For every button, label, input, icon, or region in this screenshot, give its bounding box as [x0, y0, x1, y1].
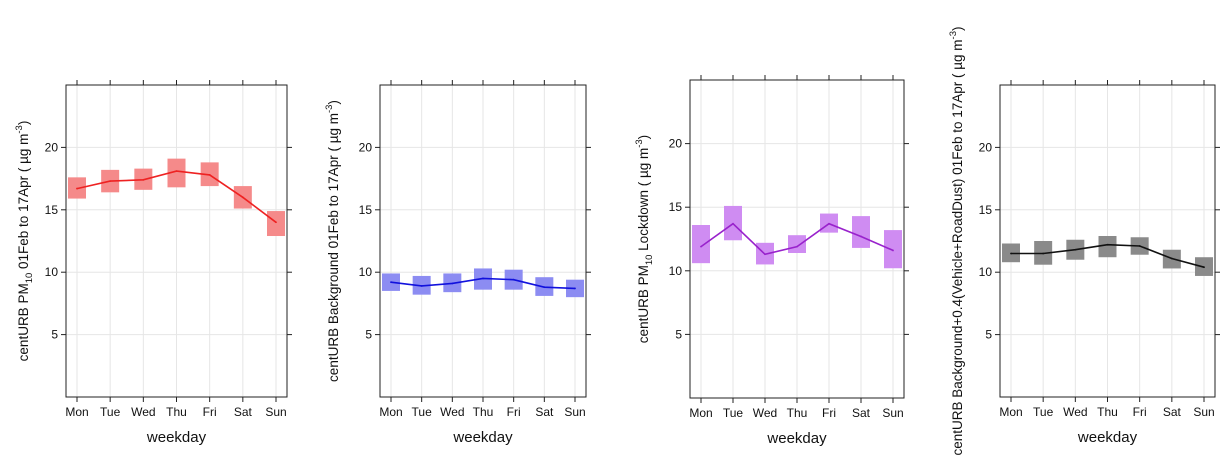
data-point: [574, 287, 576, 290]
y-axis-label: centURB PM10 01Feb to 17Apr ( µg m-3): [14, 121, 35, 362]
ci-box: [692, 225, 710, 264]
data-point: [1203, 266, 1205, 269]
y-tick-label: 15: [359, 203, 373, 217]
x-tick-label: Sat: [852, 406, 871, 420]
data-point: [420, 285, 423, 287]
ci-box: [788, 235, 806, 253]
data-point: [1106, 243, 1109, 246]
x-tick-label: Mon: [65, 405, 88, 419]
ci-box: [267, 211, 285, 237]
x-tick-label: Sat: [1163, 405, 1182, 419]
y-tick-label: 10: [669, 264, 683, 278]
x-tick-label: Wed: [440, 405, 464, 419]
data-point: [796, 245, 798, 248]
y-tick-label: 5: [365, 328, 372, 342]
x-tick-label: Sat: [535, 405, 554, 419]
ci-box: [852, 216, 870, 248]
x-axis-label: weekday: [766, 430, 827, 447]
data-point: [142, 178, 145, 181]
y-tick-label: 10: [45, 265, 59, 279]
data-point: [1170, 257, 1173, 260]
data-point: [482, 277, 484, 280]
x-tick-label: Sun: [882, 406, 903, 420]
x-tick-label: Fri: [507, 405, 521, 419]
data-point: [451, 282, 454, 285]
x-tick-label: Sun: [564, 405, 585, 419]
data-point: [1138, 245, 1141, 247]
y-tick-label: 20: [979, 140, 993, 154]
y-tick-label: 5: [675, 327, 682, 341]
data-point: [764, 253, 766, 256]
data-point: [1074, 248, 1077, 251]
chart-panel-2: 5 10 15 20 Mon Tue Wed Thu Fri Sat Sun weekday centU…: [324, 80, 591, 446]
x-tick-label: Thu: [166, 405, 187, 419]
x-tick-label: Tue: [412, 405, 433, 419]
y-tick-label: 20: [45, 140, 59, 154]
data-point: [241, 196, 244, 199]
chart-panel-3: 5 10 15 20 Mon Tue Wed Thu Fri Sat Sun weekday centU…: [634, 75, 909, 447]
y-axis-label: centURB Background 01Feb to 17Apr ( µg m…: [324, 100, 341, 382]
x-tick-label: Wed: [131, 405, 155, 419]
y-tick-label: 5: [985, 328, 992, 342]
y-tick-label: 10: [359, 265, 373, 279]
ci-box: [1098, 236, 1117, 258]
y-tick-label: 5: [51, 328, 58, 342]
chart-panel-1: 5 10 15 20 Mon Tue Wed Thu Fri Sat Sun weekday centU…: [14, 80, 292, 446]
data-point: [892, 249, 894, 252]
data-point: [275, 221, 277, 224]
x-tick-label: Thu: [473, 405, 494, 419]
x-tick-label: Tue: [723, 406, 744, 420]
data-point: [208, 173, 211, 176]
x-tick-label: Fri: [822, 406, 836, 420]
data-point: [109, 180, 112, 182]
ci-box: [167, 158, 186, 188]
x-tick-label: Sat: [234, 405, 253, 419]
x-tick-label: Wed: [1063, 405, 1087, 419]
data-point: [76, 187, 78, 190]
data-point: [700, 245, 702, 248]
y-axis-label: centURB PM10 Lockdown ( µg m-3): [634, 135, 655, 343]
x-tick-label: Mon: [999, 405, 1022, 419]
chart-panel-4: 5 10 15 20 Mon Tue Wed Thu Fri Sat Sun weekday centU…: [948, 27, 1220, 456]
x-axis-label: weekday: [452, 429, 513, 446]
y-tick-label: 15: [979, 203, 993, 217]
data-point: [1010, 252, 1012, 255]
y-tick-label: 20: [669, 137, 683, 151]
x-tick-label: Fri: [203, 405, 217, 419]
x-tick-label: Wed: [753, 406, 777, 420]
x-tick-label: Tue: [100, 405, 121, 419]
x-axis-label: weekday: [146, 429, 207, 446]
x-tick-label: Mon: [689, 406, 712, 420]
data-point: [175, 170, 178, 173]
y-axis-label: centURB Background+0.4(Vehicle+RoadDust)…: [948, 27, 965, 456]
y-tick-label: 15: [669, 200, 683, 214]
x-tick-label: Sun: [1193, 405, 1214, 419]
data-point: [390, 281, 392, 284]
y-tick-label: 10: [979, 265, 993, 279]
data-point: [860, 235, 862, 238]
x-tick-label: Fri: [1133, 405, 1147, 419]
x-tick-label: Thu: [1097, 405, 1118, 419]
data-point: [828, 222, 830, 225]
x-axis-label: weekday: [1077, 429, 1138, 446]
ci-box: [884, 230, 902, 269]
data-point: [543, 286, 546, 289]
data-point: [732, 222, 734, 225]
y-tick-label: 20: [359, 140, 373, 154]
x-tick-label: Thu: [787, 406, 808, 420]
data-point: [512, 278, 515, 281]
x-tick-label: Tue: [1033, 405, 1054, 419]
x-tick-label: Sun: [265, 405, 286, 419]
x-tick-label: Mon: [379, 405, 402, 419]
data-point: [1042, 252, 1045, 255]
y-tick-label: 15: [45, 203, 59, 217]
